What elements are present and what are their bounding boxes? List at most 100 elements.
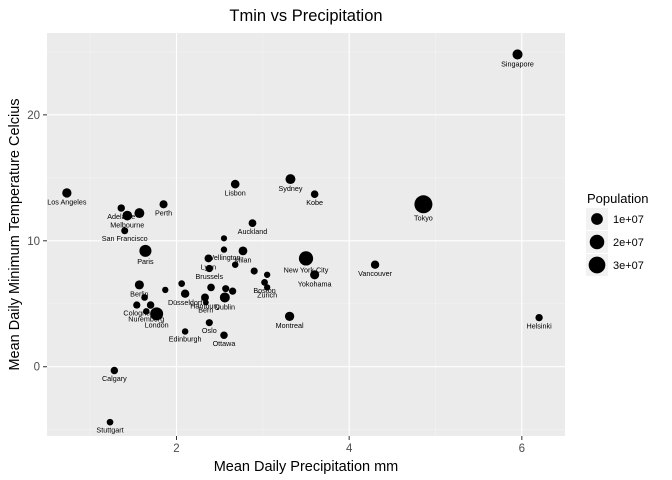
data-point (248, 219, 257, 228)
point-label: Milan (234, 255, 251, 264)
point-labels: Singapore Tokyo Los Angeles Perth AdelaideMe… (47, 59, 552, 434)
legend-key-point (588, 256, 606, 274)
point-label: Edinburgh (169, 335, 202, 344)
data-point (139, 244, 152, 257)
data-point (298, 251, 314, 266)
point-label: Montreal (276, 321, 304, 330)
point-label: Brussels (196, 272, 224, 281)
data-point (231, 261, 239, 268)
data-point (222, 285, 230, 293)
data-point (285, 174, 296, 185)
legend-label: 3e+07 (613, 260, 644, 272)
point-label: Stuttgart (96, 425, 123, 434)
point-label: Cologne (123, 309, 150, 318)
point-label: New York City (284, 266, 329, 275)
legend-key-point (589, 234, 605, 250)
point-label: London (145, 320, 169, 329)
data-point (133, 301, 141, 309)
plot-panel (47, 33, 565, 436)
data-point (284, 311, 295, 322)
point-label: Tokyo (414, 213, 433, 222)
point-label: Bern (198, 305, 213, 314)
data-point (310, 270, 320, 280)
data-point (146, 301, 155, 309)
x-axis-title: Mean Daily Precipitation mm (214, 459, 399, 475)
legend-title: Population (587, 191, 648, 206)
data-point (250, 267, 258, 275)
legend-label: 2e+07 (613, 237, 644, 249)
point-label: Helsinki (527, 321, 553, 330)
legend-label: 1e+07 (613, 214, 644, 226)
point-label: San Francisco (102, 234, 148, 243)
point-label: Lisbon (225, 188, 246, 197)
x-tick-label: 6 (519, 443, 525, 455)
data-point (228, 287, 237, 295)
data-point (134, 280, 144, 290)
data-point (122, 210, 133, 221)
data-point (310, 190, 319, 199)
data-point (219, 292, 230, 303)
data-point (162, 286, 169, 294)
point-label: Ottawa (213, 339, 236, 348)
data-point (205, 319, 213, 327)
data-point (207, 283, 215, 292)
data-point (110, 366, 119, 375)
point-label: Lyon (201, 262, 216, 271)
data-point (106, 418, 114, 426)
data-point (202, 299, 209, 306)
data-point (263, 271, 271, 278)
data-point (204, 254, 213, 263)
data-point (121, 227, 129, 235)
y-tick-label: 10 (27, 236, 40, 248)
chart-title: Tmin vs Precipitation (229, 7, 382, 25)
data-point (201, 293, 209, 302)
point-label: Adelaide (107, 212, 135, 221)
data-point (220, 235, 228, 242)
data-point (117, 204, 125, 212)
x-axis: 2 4 6 (173, 436, 525, 455)
point-label: Paris (137, 257, 154, 266)
data-point (181, 328, 189, 335)
data-point (512, 49, 523, 60)
data-point (220, 246, 228, 253)
legend-key-point (591, 213, 603, 225)
data-points (62, 49, 543, 426)
point-label: Yokohama (298, 279, 332, 288)
data-point (62, 188, 72, 198)
point-label: Los Angeles (47, 198, 87, 207)
point-label: Sydney (278, 184, 302, 193)
point-label: Berlin (130, 289, 148, 298)
point-label: Singapore (501, 59, 534, 68)
point-label: Kobe (306, 198, 323, 207)
point-label: Oslo (202, 326, 217, 335)
data-point (263, 284, 271, 291)
y-axis: 0 10 20 (27, 110, 47, 374)
point-label: Dublin (215, 302, 235, 311)
y-tick-label: 0 (34, 362, 40, 374)
data-point (141, 294, 148, 301)
data-point (143, 308, 150, 315)
point-label: Wellington (207, 253, 240, 262)
point-label: Nuremberg (128, 315, 164, 324)
data-point (370, 260, 380, 269)
data-point (180, 289, 190, 298)
data-point (535, 313, 543, 322)
data-point (150, 307, 164, 321)
data-point (414, 195, 433, 214)
point-label: Zürich (257, 291, 277, 300)
point-label: Hamburg (190, 301, 220, 310)
y-axis-title: Mean Daily Minimum Temperature Celcius (7, 98, 23, 370)
point-label: Melbourne (110, 220, 144, 229)
data-point (205, 264, 213, 273)
data-point (220, 331, 228, 340)
point-label: Vancouver (358, 269, 392, 278)
data-point (230, 179, 240, 189)
x-tick-label: 4 (346, 443, 353, 455)
point-label: Perth (155, 208, 172, 217)
legend-keys: 1e+07 2e+07 3e+07 (586, 208, 644, 276)
y-tick-label: 20 (27, 110, 40, 122)
point-label: Calgary (102, 374, 127, 383)
data-point (134, 208, 145, 219)
data-point (178, 280, 186, 287)
